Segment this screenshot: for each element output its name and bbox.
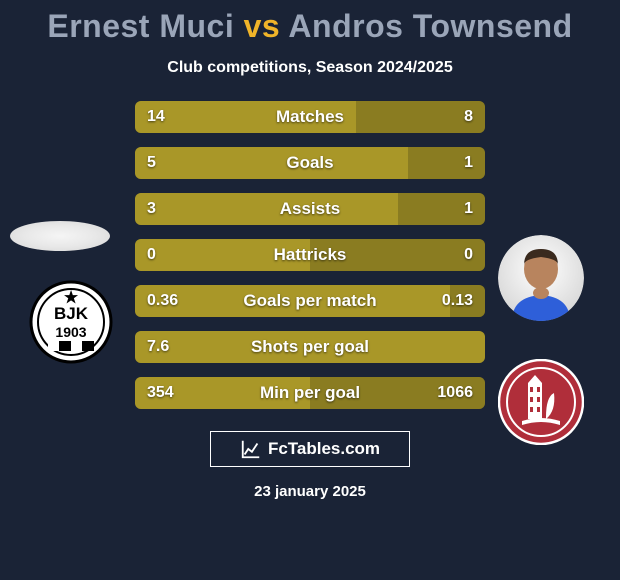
footer-brand-text: FcTables.com [268,439,380,459]
stat-row: 354Min per goal1066 [135,377,485,409]
player2-club-crest [498,359,584,445]
player1-avatar-placeholder [10,221,110,251]
crest-left-text-bot: 1903 [55,324,86,340]
player2-name: Andros Townsend [288,8,572,44]
player1-club-crest: BJK 1903 [28,279,114,365]
stat-row: 7.6Shots per goal [135,331,485,363]
stat-value-right: 1 [452,193,485,225]
stat-value-right [461,331,485,363]
subtitle: Club competitions, Season 2024/2025 [0,59,620,77]
stat-row: 3Assists1 [135,193,485,225]
footer-brand[interactable]: FcTables.com [210,431,410,467]
player1-name: Ernest Muci [47,8,234,44]
crest-left-text-top: BJK [54,304,89,323]
stat-row: 5Goals1 [135,147,485,179]
stat-label: Assists [135,193,485,225]
stat-row: 0Hattricks0 [135,239,485,271]
stat-value-right: 1 [452,147,485,179]
page-title: Ernest Muci vs Andros Townsend [0,8,620,45]
crest-icon [498,359,584,445]
stat-label: Goals [135,147,485,179]
stat-row: 14Matches8 [135,101,485,133]
stat-value-right: 0.13 [430,285,485,317]
player2-avatar [498,235,584,321]
stat-value-right: 8 [452,101,485,133]
avatar-icon [498,235,584,321]
crest-icon: BJK 1903 [28,279,114,365]
stat-label: Matches [135,101,485,133]
stat-bars: 14Matches8 5Goals1 3Assists1 0Hattricks0 0.3… [135,101,485,409]
stats-area: BJK 1903 [0,101,620,409]
chart-icon [240,438,262,460]
footer-date: 23 january 2025 [0,483,620,500]
comparison-card: Ernest Muci vs Andros Townsend Club comp… [0,0,620,580]
stat-label: Shots per goal [135,331,485,363]
stat-value-right: 0 [452,239,485,271]
stat-label: Hattricks [135,239,485,271]
vs-text: vs [244,8,281,44]
stat-row: 0.36Goals per match0.13 [135,285,485,317]
stat-value-right: 1066 [425,377,485,409]
